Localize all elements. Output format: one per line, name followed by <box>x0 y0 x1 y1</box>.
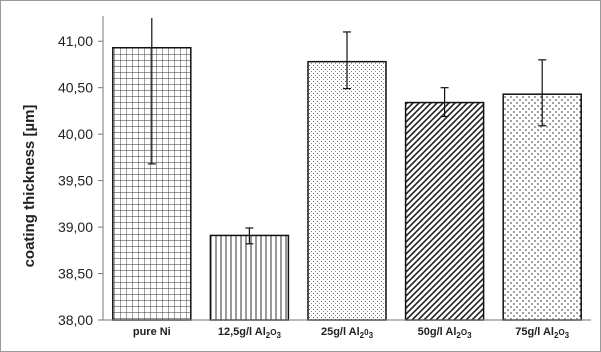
bar-3 <box>307 60 387 321</box>
y-axis: 38,00 38,50 39,00 39,50 40,00 40,50 41,00 <box>58 16 104 328</box>
x-category-label: 12,5g/l Al2O3 <box>218 326 282 340</box>
y-tick-label: 40,50 <box>58 80 93 96</box>
x-category-label: 25g/l Al203 <box>321 326 374 340</box>
y-tick-label: 38,00 <box>58 312 93 328</box>
bar-2 <box>209 234 290 321</box>
x-category-label: 50g/l Al2O3 <box>418 326 472 340</box>
x-axis: pure Ni 12,5g/l Al2O3 25g/l Al203 50g/l Al2… <box>103 319 591 340</box>
x-category-label: pure Ni <box>133 326 171 338</box>
bar-5 <box>502 93 582 321</box>
y-tick-label: 39,50 <box>58 173 93 189</box>
y-tick-label: 38,50 <box>58 266 93 282</box>
y-tick-label: 39,00 <box>58 219 93 235</box>
error-bars <box>147 18 547 245</box>
y-tick-label: 40,00 <box>58 126 93 142</box>
x-category-label: 75g/l Al2O3 <box>515 326 569 340</box>
y-axis-title: coating thickness [µm] <box>21 105 38 268</box>
y-tick-label: 41,00 <box>58 33 93 49</box>
bar-4 <box>404 101 485 321</box>
